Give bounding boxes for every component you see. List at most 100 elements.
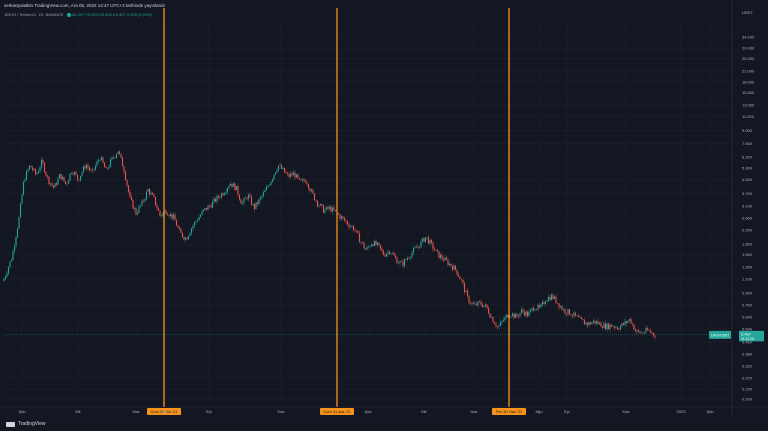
candle-12 (21, 193, 23, 205)
candle-132 (201, 209, 203, 216)
candle-343 (517, 314, 520, 320)
candle-59 (91, 167, 94, 173)
candle-342 (516, 312, 518, 318)
candle-219 (331, 205, 334, 215)
candle-364 (549, 294, 551, 301)
candle-405 (610, 324, 613, 327)
marker-label-1: Cum 31 Ara '21 (323, 409, 351, 414)
candle-401 (604, 320, 607, 331)
candle-267 (403, 258, 406, 268)
candle-173 (262, 189, 265, 198)
candle-348 (525, 310, 527, 319)
y-tick-27: 0.320 (742, 363, 753, 368)
price-axis: USDT 34.000 29.000 25.000 21.000 18.000 15.500… (731, 0, 768, 431)
candle-287 (433, 246, 436, 252)
x-tick-9: Ağu (535, 409, 542, 414)
candle-156 (237, 184, 239, 197)
candle-180 (273, 174, 275, 182)
candle-264 (399, 259, 401, 266)
candle-58 (90, 167, 92, 172)
candle-111 (169, 211, 172, 219)
candle-34 (54, 182, 56, 188)
candle-127 (193, 221, 196, 228)
candle-339 (511, 312, 514, 318)
candle-99 (151, 191, 154, 195)
candle-224 (339, 213, 341, 221)
candle-420 (633, 323, 635, 331)
candle-414 (624, 318, 626, 327)
candle-358 (540, 302, 542, 309)
candle-268 (405, 258, 407, 261)
candle-198 (300, 178, 302, 181)
candle-206 (312, 188, 314, 195)
candle-328 (495, 321, 497, 329)
candle-283 (427, 235, 430, 245)
y-tick-24: 0.540 (742, 326, 753, 331)
candle-367 (553, 295, 556, 300)
candle-39 (61, 174, 64, 180)
candle-36 (57, 175, 59, 186)
candle-309 (466, 288, 469, 299)
candle-428 (645, 325, 647, 335)
candle-247 (373, 239, 376, 247)
candle-5 (10, 258, 13, 262)
candle-284 (429, 238, 431, 246)
candle-2 (6, 270, 8, 279)
y-tick-14: 3.100 (742, 203, 753, 208)
candle-377 (568, 308, 571, 316)
candle-398 (600, 321, 602, 327)
y-tick-29: 0.230 (742, 387, 753, 392)
candle-297 (448, 261, 451, 267)
candle-11 (19, 202, 22, 218)
candle-353 (532, 305, 535, 313)
candle-411 (619, 324, 622, 331)
candle-217 (328, 204, 331, 211)
x-tick-12: 2023 (677, 409, 687, 414)
candle-221 (334, 210, 337, 212)
candle-373 (562, 307, 565, 312)
candle-412 (621, 322, 623, 328)
candle-308 (465, 289, 467, 292)
candle-63 (97, 157, 100, 164)
marker-label-0: Cum 30 Nis '21 (150, 409, 178, 414)
candle-384 (579, 314, 581, 318)
candle-302 (456, 269, 458, 277)
candle-258 (390, 252, 392, 256)
candle-194 (294, 170, 296, 181)
candle-197 (298, 177, 301, 180)
marker-tag-2 (492, 408, 526, 415)
candle-387 (583, 317, 586, 325)
candle-145 (220, 192, 223, 200)
candle-135 (205, 208, 208, 212)
candle-150 (228, 183, 230, 190)
candle-391 (589, 321, 592, 326)
x-tick-11: Kas (623, 409, 630, 414)
x-tick-13: Şub (706, 409, 714, 414)
candle-382 (576, 314, 578, 317)
candle-174 (264, 188, 266, 193)
candle-26 (42, 158, 44, 165)
candle-392 (591, 321, 593, 325)
candle-140 (213, 196, 215, 205)
candle-70 (108, 164, 110, 170)
candle-289 (436, 248, 439, 254)
candle-216 (327, 205, 329, 212)
candle-176 (267, 184, 269, 188)
candle-298 (450, 263, 452, 268)
live-dot-icon (66, 12, 71, 17)
candle-187 (283, 167, 286, 173)
candle-207 (313, 193, 316, 201)
candle-117 (178, 225, 181, 230)
candle-71 (109, 157, 112, 168)
current-price-value: 0.497 (741, 331, 752, 336)
candle-241 (364, 247, 367, 250)
candle-102 (156, 202, 158, 211)
candle-28 (45, 171, 47, 178)
candle-361 (544, 300, 547, 307)
candle-184 (279, 162, 281, 167)
y-tick-25: 0.450 (742, 339, 753, 344)
candle-233 (352, 224, 355, 232)
candle-275 (415, 244, 418, 248)
candle-158 (240, 198, 242, 204)
